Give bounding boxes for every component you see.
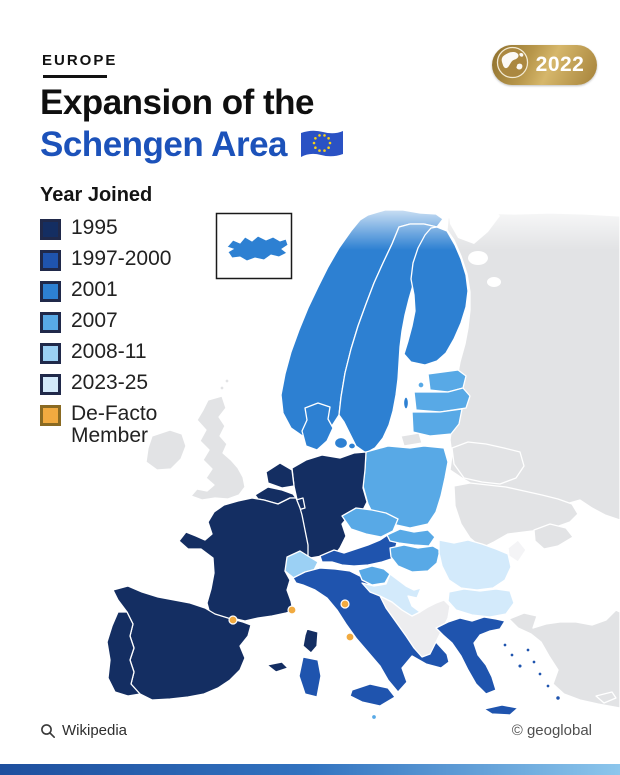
map-country-netherlands [265,462,295,489]
legend-item: 1997-2000 [40,248,203,271]
map-dot-andorra [228,615,238,625]
map-country-turkey [508,609,620,709]
source-label: Wikipedia [62,722,128,739]
globe-icon [496,46,529,84]
map-island-funen [347,442,357,450]
map-dot-vatican [345,632,355,642]
map-region-crimea [533,523,574,550]
search-icon [41,723,55,738]
credit-label: © geoglobal [511,722,592,739]
map-dot-san-marino [340,599,350,609]
map-island-zealand [333,436,349,450]
title-line2: Schengen Area [40,125,288,164]
map-country-malta [370,713,378,721]
map-country-bulgaria [447,588,515,618]
footer: Wikipedia © geoglobal [40,722,592,739]
map-country-portugal [106,611,141,697]
map-dot-monaco [287,605,297,615]
legend: Year Joined 1995 1997-2000 2001 2007 200… [40,184,203,455]
map-top-fade [295,196,620,250]
map-country-moldova [507,539,527,563]
legend-label: 1995 [71,216,118,239]
map-country-greece [435,616,506,695]
legend-label: 2023-25 [71,371,149,394]
map-country-hungary [389,544,441,573]
de-facto-dots [228,599,355,642]
iceland-inset [215,212,293,280]
map-country-russia [446,212,620,521]
title-line1: Expansion of the [40,83,314,122]
legend-item: De-Facto Member [40,403,203,447]
legend-swatch [40,405,61,426]
map-country-belarus [451,441,525,485]
legend-item: 2023-25 [40,372,203,395]
map-country-united-kingdom [190,395,246,501]
eu-flag-icon [299,128,345,170]
map-country-croatia [361,573,422,617]
legend-swatch [40,281,61,302]
legend-heading: Year Joined [40,184,153,206]
kicker-underline [43,75,107,78]
bottom-accent-bar [0,764,620,775]
badge-year-label: 2022 [535,53,585,76]
map-lake-ladoga [468,251,488,265]
legend-item: 1995 [40,217,203,240]
legend-label: 2001 [71,278,118,301]
legend-label: 1997-2000 [71,247,172,270]
map-island-gotland [402,396,410,410]
legend-label: 2007 [71,309,118,332]
map-country-lithuania [411,408,463,437]
map-country-cyprus [595,691,617,704]
page-title: Expansion of the Schengen Area [40,82,345,170]
map-lake-onega [487,277,501,287]
legend-item: 2008-11 [40,341,203,364]
map-island-sardinia [298,656,322,698]
map-islands-aegean [502,642,562,702]
map-country-czechia [341,507,399,538]
map-country-iceland [226,235,289,262]
region-kicker: EUROPE [42,52,118,69]
legend-swatch [40,343,61,364]
title-line2-row: Schengen Area [40,124,345,170]
map-country-romania [438,539,512,591]
legend-label: 2008-11 [71,340,147,363]
legend-item: 2007 [40,310,203,333]
legend-label: De-Facto Member [71,402,158,447]
map-country-finland [403,226,469,366]
legend-swatch [40,312,61,333]
legend-items: 1995 1997-2000 2001 2007 2008-11 2023-25… [40,217,203,447]
map-country-ireland [145,429,187,471]
map-region-kaliningrad [400,432,423,447]
legend-swatch [40,374,61,395]
source-attribution: Wikipedia [40,722,127,739]
map-country-slovakia [386,528,436,547]
legend-item: 2001 [40,279,203,302]
legend-swatch [40,219,61,240]
map-country-ukraine [453,482,579,549]
year-badge: 2022 [492,45,597,85]
map-islands-balearics [266,661,289,673]
map-island-sicily [349,683,396,707]
map-islands-shetland [219,385,225,391]
map-islands-orkney [224,378,230,384]
map-island-saaremaa [417,381,425,389]
map-island-corsica [302,628,319,654]
map-island-crete [483,704,519,716]
legend-swatch [40,250,61,271]
map-country-latvia [413,387,471,413]
map-country-denmark [301,402,334,451]
